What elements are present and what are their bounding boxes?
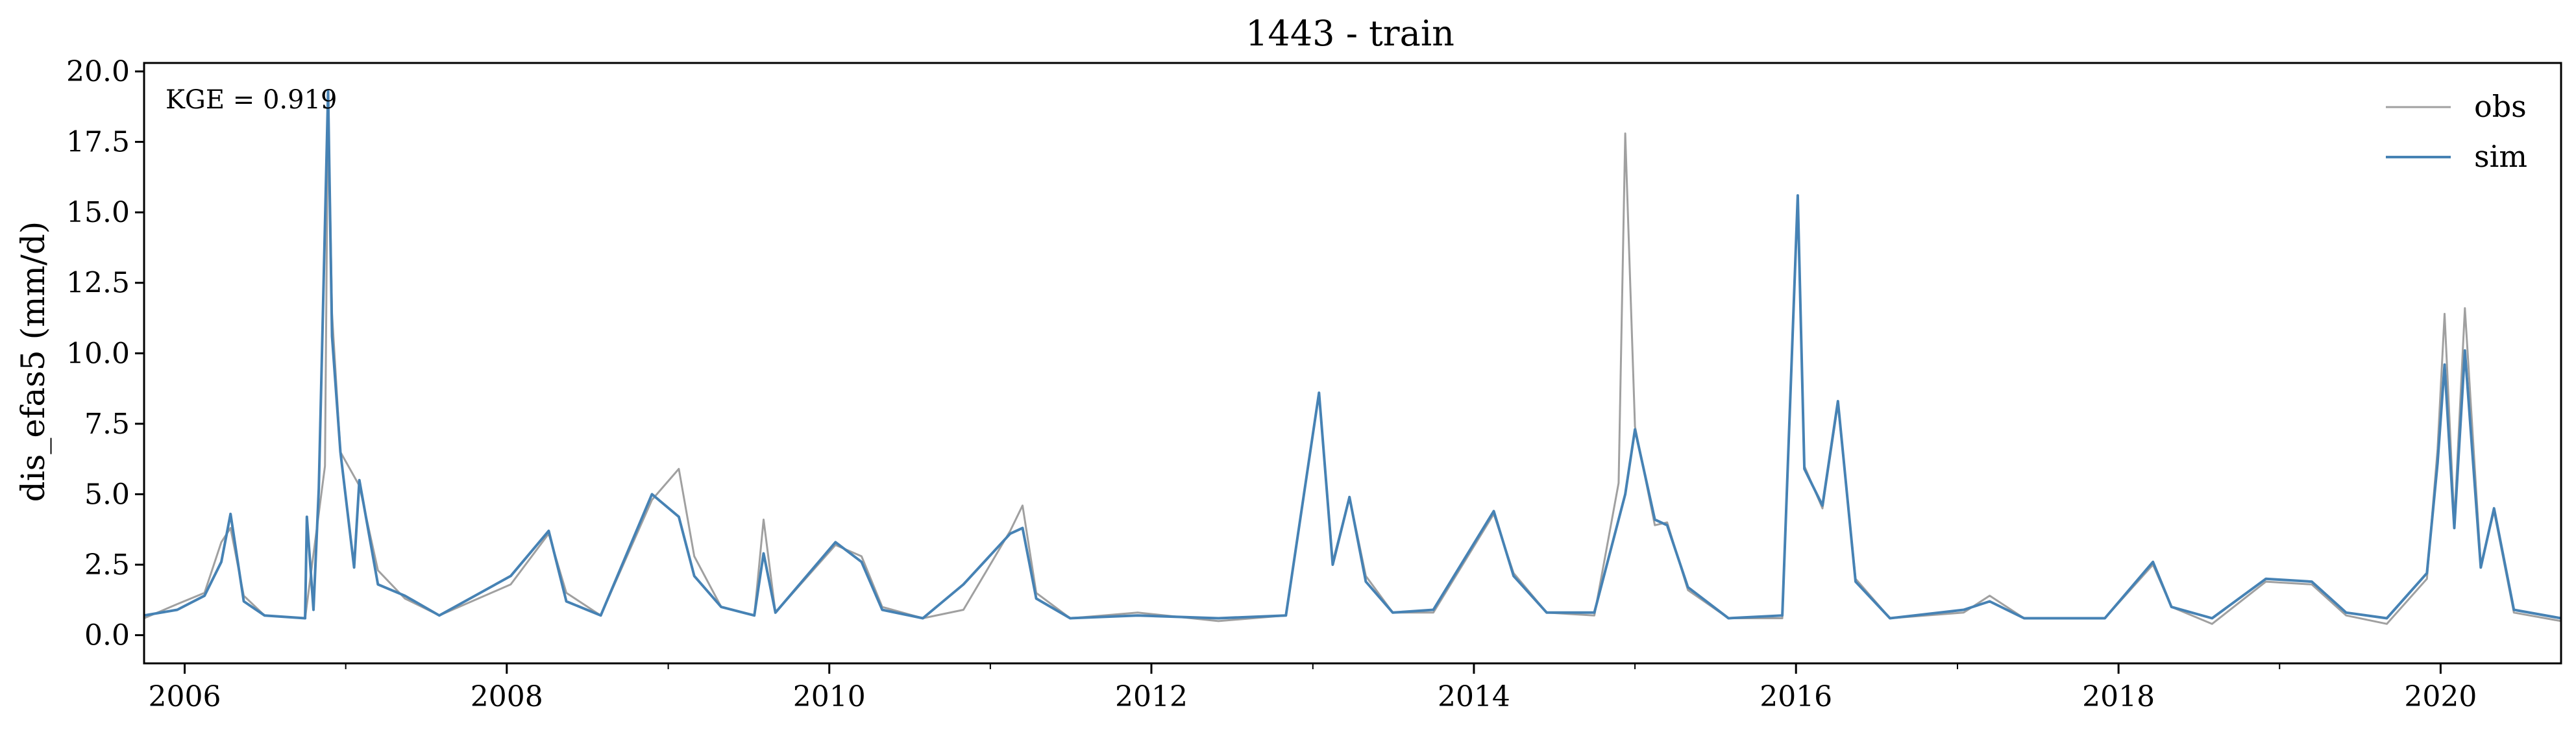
kge-annotation: KGE = 0.919 [166,85,337,115]
y-tick-label: 0.0 [84,619,130,652]
legend: obs sim [2386,89,2527,174]
y-tick-label: 17.5 [66,126,130,159]
x-tick-label: 2006 [149,680,221,713]
x-tick-label: 2016 [1760,680,1832,713]
series-line-sim [143,90,2562,620]
y-tick-label: 2.5 [84,548,130,582]
series-layer [143,90,2562,625]
x-tick-label: 2010 [793,680,866,713]
y-tick-label: 7.5 [84,408,130,441]
y-tick-label: 20.0 [66,55,130,88]
legend-label-obs: obs [2474,89,2527,124]
x-tick-label: 2018 [2082,680,2155,713]
x-tick-label: 2012 [1115,680,1188,713]
x-tick-label: 2008 [471,680,543,713]
y-tick-label: 5.0 [84,478,130,511]
plot-frame [143,62,2562,665]
y-tick-label: 12.5 [66,267,130,300]
x-tick-label: 2020 [2404,680,2477,713]
y-tick-label: 10.0 [66,337,130,370]
y-axis-title: dis_efas5 (mm/d) [14,221,52,502]
axes-layer: 0.0 2.5 5.0 7.5 10.0 12.5 15.0 17.5 20.0 2006 2008… [66,55,2562,713]
y-tick-label: 15.0 [66,196,130,229]
legend-label-sim: sim [2474,139,2527,174]
x-tick-label: 2014 [1438,680,1510,713]
chart-title: 1443 - train [1245,13,1454,54]
